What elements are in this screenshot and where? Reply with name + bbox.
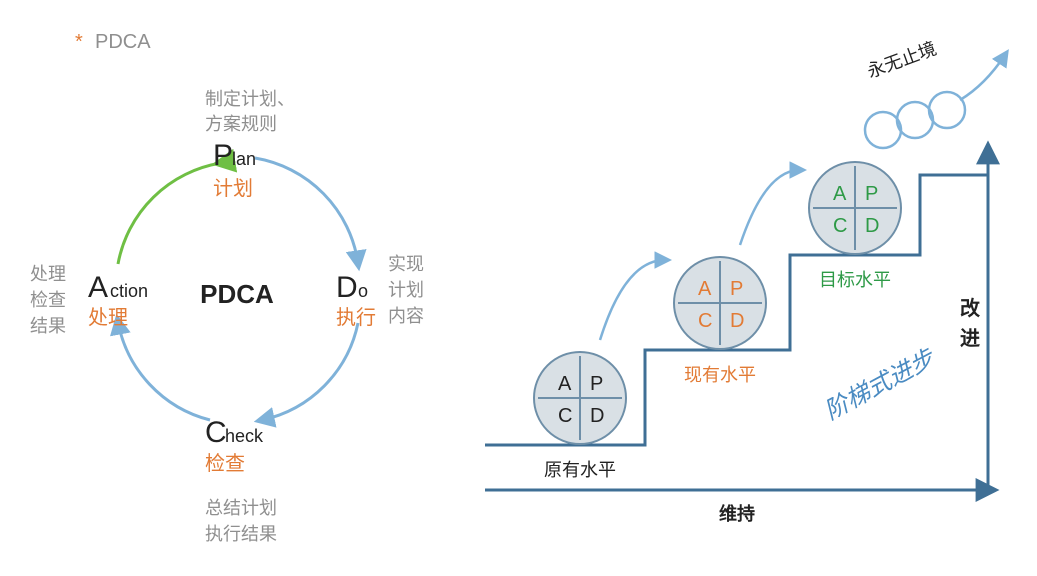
plan-cn: 计划	[213, 177, 253, 200]
wheel-level3: A P C D	[809, 162, 901, 254]
svg-text:A: A	[698, 278, 712, 300]
check-desc1: 总结计划	[205, 498, 277, 518]
y-label-2: 进	[960, 327, 980, 350]
level3-label: 目标水平	[819, 270, 891, 290]
staircase: A P C D 原有水平 A P C D 现有水平 A P C D 目标水平	[485, 38, 1005, 524]
svg-text:D: D	[590, 405, 604, 427]
jump-arrow-1	[600, 260, 665, 340]
svg-text:P: P	[730, 278, 743, 300]
action-desc2: 检查	[30, 290, 66, 310]
svg-text:P: P	[590, 373, 603, 395]
svg-text:A: A	[558, 373, 572, 395]
pdca-cycle: PDCA 制定计划、 方案规则 P lan 计划 D o 执行 实现 计划 内容…	[30, 89, 424, 544]
wheel-level1: A P C D	[534, 352, 626, 444]
check-desc2: 执行结果	[205, 524, 277, 544]
level1-label: 原有水平	[544, 460, 616, 480]
plan-rest: lan	[232, 149, 256, 169]
action-cn: 处理	[88, 306, 128, 329]
svg-text:C: C	[558, 405, 572, 427]
cycle-center: PDCA	[200, 279, 274, 309]
svg-text:A: A	[833, 183, 847, 205]
plan-desc2: 方案规则	[205, 114, 277, 134]
action-desc1: 处理	[30, 264, 66, 284]
top-label: 永无止境	[865, 38, 939, 81]
check-cn: 检查	[205, 452, 245, 475]
wheel-level2: A P C D	[674, 257, 766, 349]
action-letter: A	[88, 271, 108, 304]
diag-label: 阶梯式进步	[820, 344, 940, 425]
jump-arrow-2	[740, 170, 800, 245]
check-rest: heck	[225, 426, 264, 446]
do-desc3: 内容	[388, 306, 424, 326]
level2-label: 现有水平	[684, 365, 756, 385]
header-label: PDCA	[95, 31, 151, 53]
svg-text:C: C	[833, 215, 847, 237]
svg-text:D: D	[865, 215, 879, 237]
svg-text:P: P	[865, 183, 878, 205]
action-rest: ction	[110, 281, 148, 301]
do-desc2: 计划	[388, 280, 424, 300]
header-bullet: *	[75, 31, 83, 53]
do-letter: D	[336, 271, 358, 304]
plan-letter: P	[213, 139, 233, 172]
do-cn: 执行	[336, 306, 376, 329]
svg-text:D: D	[730, 310, 744, 332]
svg-text:C: C	[698, 310, 712, 332]
do-desc1: 实现	[388, 254, 424, 274]
check-letter: C	[205, 416, 227, 449]
x-label: 维持	[719, 503, 755, 524]
pdca-diagram: * PDCA PDCA 制定计划、 方案规则 P lan 计划 D o 执行 实…	[0, 0, 1037, 576]
plan-desc1: 制定计划、	[205, 89, 295, 109]
y-label-1: 改	[960, 296, 981, 320]
do-rest: o	[358, 281, 368, 301]
action-desc3: 结果	[30, 316, 66, 336]
